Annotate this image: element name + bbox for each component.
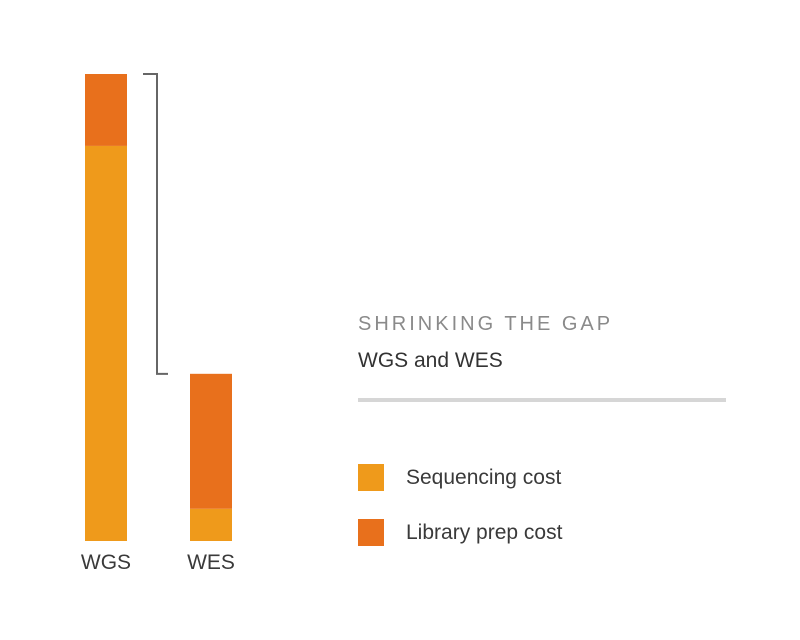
bar-wes-library-prep-cost xyxy=(190,373,232,509)
legend-item-sequencing: Sequencing cost xyxy=(358,464,561,491)
legend-swatch-sequencing xyxy=(358,464,384,491)
x-tick-label-wes: WES xyxy=(187,551,235,574)
legend-swatch-library-prep xyxy=(358,519,384,546)
legend-label-library-prep: Library prep cost xyxy=(406,520,563,544)
chart-subtitle: WGS and WES xyxy=(358,349,503,372)
bar-wgs-sequencing-cost xyxy=(85,145,127,541)
divider xyxy=(358,398,726,402)
bar-wgs-library-prep-cost xyxy=(85,74,127,146)
x-tick-label-wgs: WGS xyxy=(81,551,131,574)
bar-wes-sequencing-cost xyxy=(190,508,232,541)
legend-label-sequencing: Sequencing cost xyxy=(406,465,562,489)
chart-title: SHRINKING THE GAP xyxy=(358,313,614,335)
gap-bracket xyxy=(143,73,168,375)
legend-item-library-prep: Library prep cost xyxy=(358,519,562,546)
